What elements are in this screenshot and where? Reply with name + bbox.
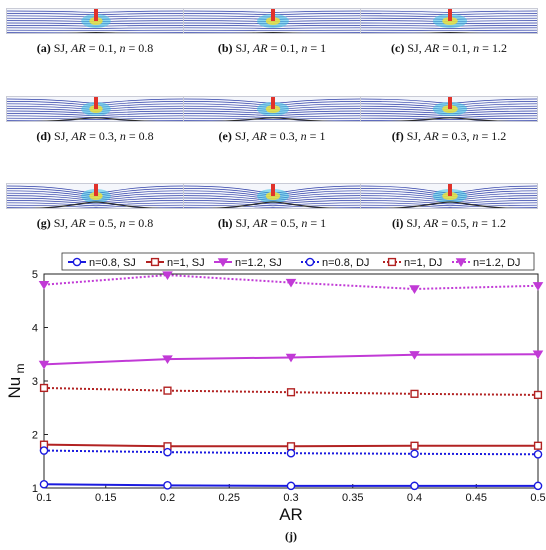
x-tick-label: 0.35 [342, 492, 363, 504]
data-point [150, 257, 160, 267]
x-tick-label: 0.5 [530, 492, 545, 504]
x-tick-label: 0.1 [36, 492, 51, 504]
legend-label: n=1, SJ [167, 257, 205, 269]
data-point [409, 351, 420, 360]
streamline-panel-h: (h) SJ, AR = 0.5, n = 1 [183, 183, 361, 231]
legend: n=0.8, SJ n=1, SJ n=1.2, SJ n=0.8, DJ n=1, D… [61, 252, 535, 271]
data-point [305, 257, 315, 267]
y-tick-label: 2 [32, 430, 38, 442]
data-point [162, 355, 173, 365]
data-point [409, 285, 420, 294]
data-point [410, 449, 419, 459]
panel-caption: (i) SJ, AR = 0.5, n = 1.2 [392, 216, 506, 230]
data-point [286, 442, 296, 451]
panel-caption: (f) SJ, AR = 0.3, n = 1.2 [391, 129, 507, 143]
data-point [39, 479, 49, 489]
series-n-1.2-dj [38, 271, 544, 294]
streamline-image [6, 183, 184, 209]
data-point [163, 386, 172, 395]
data-point [72, 257, 82, 267]
y-tick-label: 1 [32, 483, 38, 495]
streamline-image [183, 8, 361, 34]
chart-caption: (j) [285, 529, 297, 543]
data-point [286, 481, 296, 491]
data-point [163, 447, 172, 457]
x-tick-label: 0.2 [160, 492, 175, 504]
panel-caption: (h) SJ, AR = 0.5, n = 1 [217, 216, 327, 230]
streamline-panel-f: (f) SJ, AR = 0.3, n = 1.2 [360, 96, 538, 144]
data-point [163, 481, 172, 490]
y-tick-label: 4 [32, 323, 38, 335]
series-line [43, 274, 539, 290]
x-tick-label: 0.4 [407, 492, 422, 504]
panel-caption: (g) SJ, AR = 0.5, n = 0.8 [36, 216, 154, 230]
streamline-panel-b: (b) SJ, AR = 0.1, n = 1 [183, 8, 361, 56]
legend-label: n=0.8, SJ [89, 257, 136, 269]
data-point [38, 360, 50, 370]
streamline-image [183, 96, 361, 122]
streamline-image [6, 8, 184, 34]
data-point [387, 257, 397, 267]
data-point [532, 350, 544, 360]
data-point [410, 481, 419, 491]
nusselt-chart: 0.1 0.15 0.2 0.25 0.3 0.35 0.4 0.45 0.5 1 2 3 4 5 AR Nu… [5, 252, 546, 543]
data-point [532, 282, 544, 291]
data-point [285, 353, 297, 363]
legend-label: n=0.8, DJ [322, 257, 369, 269]
data-point [39, 383, 49, 393]
y-tick-label: 3 [32, 376, 38, 388]
x-axis-label: AR [279, 505, 303, 524]
panel-caption: (c) SJ, AR = 0.1, n = 1.2 [391, 41, 507, 55]
panel-caption: (d) SJ, AR = 0.3, n = 0.8 [36, 129, 154, 143]
streamline-panel-d: (d) SJ, AR = 0.3, n = 0.8 [6, 96, 184, 144]
data-point [217, 258, 229, 267]
data-point [39, 446, 49, 455]
x-tick-label: 0.3 [283, 492, 298, 504]
legend-label: n=1, DJ [404, 257, 442, 269]
panel-caption: (e) SJ, AR = 0.3, n = 1 [218, 129, 326, 143]
legend-label: n=1.2, SJ [235, 257, 282, 269]
data-point [410, 389, 419, 398]
series-n-1-dj [39, 383, 543, 400]
streamline-image [6, 96, 184, 122]
streamline-panel-i: (i) SJ, AR = 0.5, n = 1.2 [360, 183, 538, 231]
data-point [533, 390, 543, 400]
series-n-0.8-sj [39, 479, 543, 491]
streamline-image [360, 183, 538, 209]
data-point [533, 481, 543, 491]
data-point [410, 441, 419, 450]
data-point [533, 441, 543, 450]
panel-caption: (b) SJ, AR = 0.1, n = 1 [217, 41, 327, 55]
streamline-image [360, 8, 538, 34]
streamline-image [183, 183, 361, 209]
series-n-1.2-sj [38, 350, 544, 370]
y-axis-label: Nu m [5, 363, 27, 398]
data-point [38, 281, 50, 290]
streamline-panel-g: (g) SJ, AR = 0.5, n = 0.8 [6, 183, 184, 231]
x-tick-label: 0.45 [466, 492, 487, 504]
streamline-panel-c: (c) SJ, AR = 0.1, n = 1.2 [360, 8, 538, 56]
legend-box [61, 252, 535, 271]
legend-label: n=1.2, DJ [473, 257, 520, 269]
streamline-panel-e: (e) SJ, AR = 0.3, n = 1 [183, 96, 361, 144]
x-tick-label: 0.15 [95, 492, 116, 504]
streamline-panel-a: (a) SJ, AR = 0.1, n = 0.8 [6, 8, 184, 56]
y-tick-label: 5 [32, 269, 38, 281]
panel-caption: (a) SJ, AR = 0.1, n = 0.8 [36, 41, 154, 55]
data-point [533, 449, 543, 459]
data-point [455, 258, 467, 267]
streamline-image [360, 96, 538, 122]
data-point [286, 448, 296, 458]
data-point [285, 278, 297, 288]
data-point [162, 271, 173, 281]
series-n-0.8-dj [39, 446, 543, 459]
series-n-1-sj [39, 440, 543, 451]
data-point [286, 388, 296, 397]
x-tick-label: 0.25 [219, 492, 240, 504]
